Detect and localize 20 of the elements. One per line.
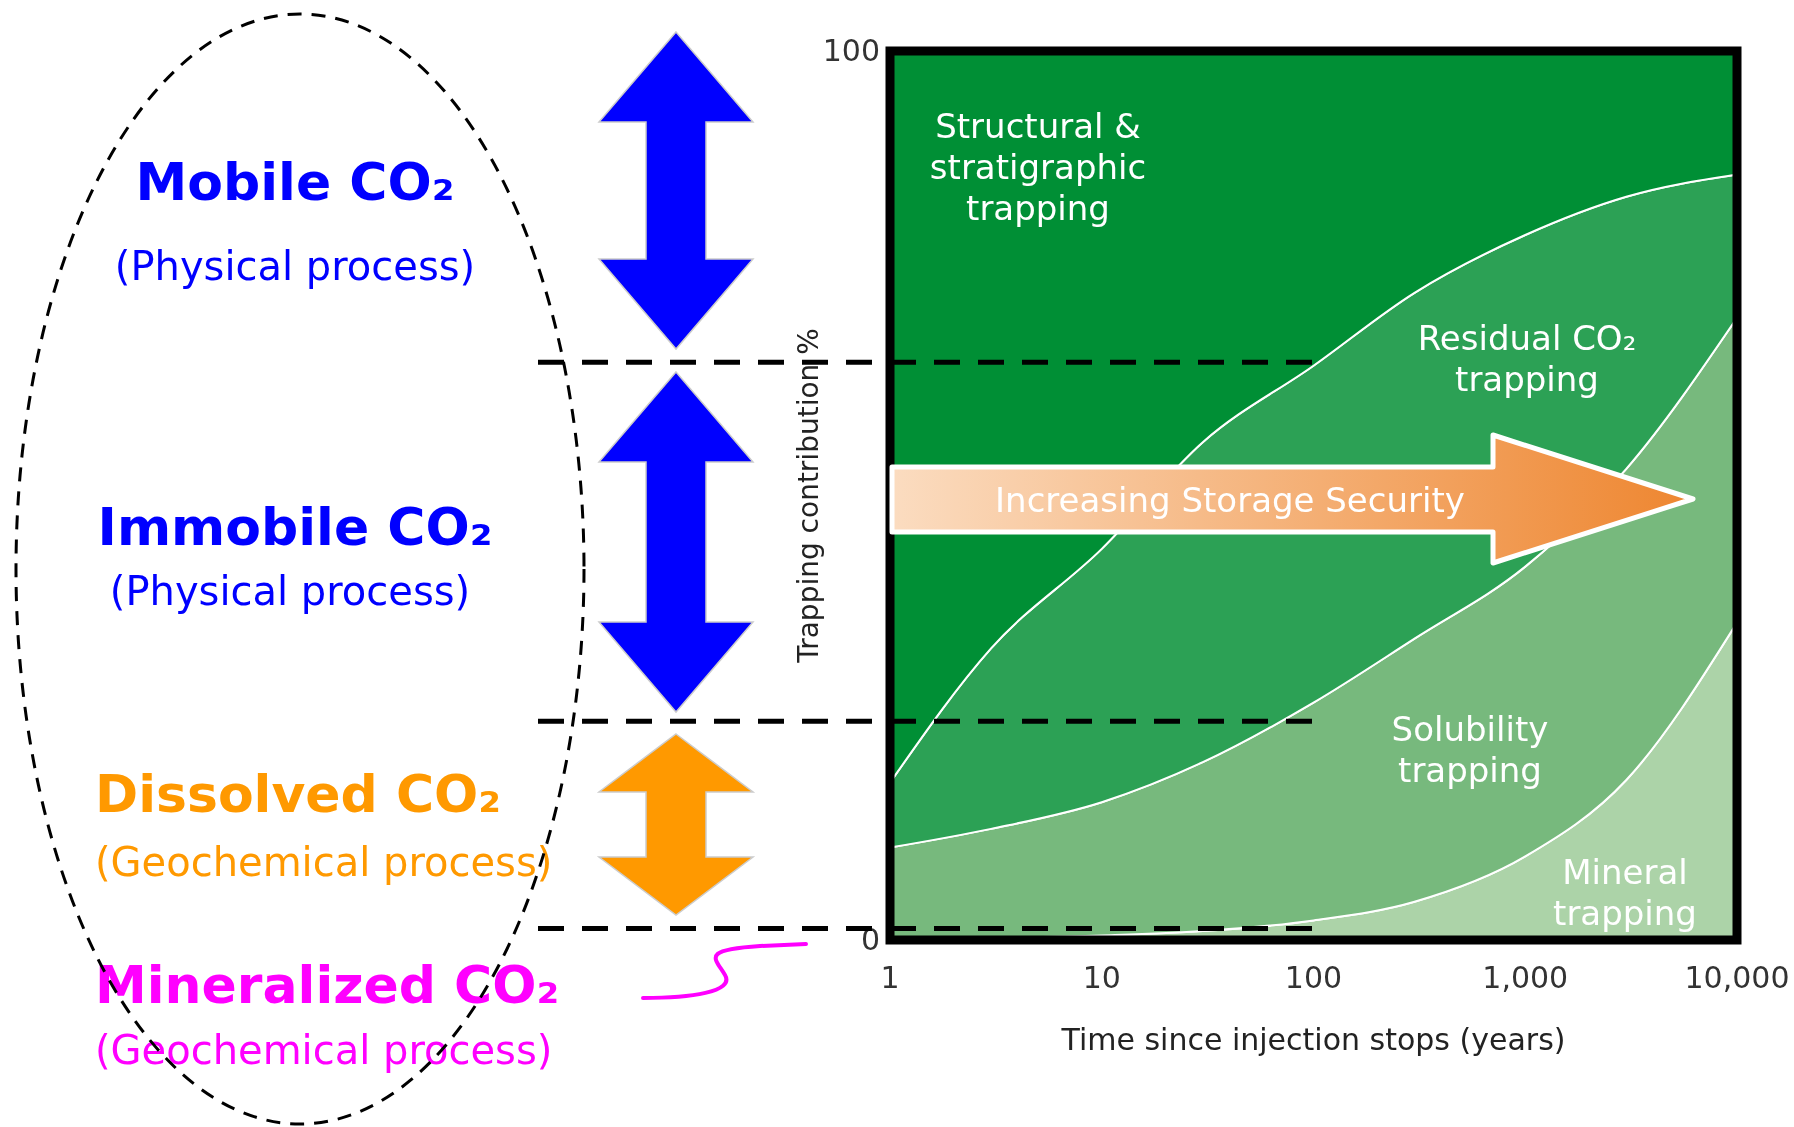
series-label: Solubility trapping [1391, 708, 1549, 790]
text: Mobile CO₂ [135, 152, 455, 212]
text: (Geochemical process) [95, 839, 553, 885]
text: (Geochemical process) [95, 1027, 553, 1073]
x-tick-label: 10,000 [1684, 960, 1790, 995]
text: (Physical process) [109, 568, 471, 614]
x-tick-label: 1 [880, 960, 900, 995]
x-tick-label: 10 [1082, 960, 1121, 995]
x-axis-title: Time since injection stops (years) [1060, 1022, 1566, 1057]
text: Immobile CO₂ [97, 497, 493, 557]
text: Dissolved CO₂ [95, 764, 502, 824]
series-label: Residual CO₂ trapping [1417, 317, 1637, 399]
text: Mineralized CO₂ [95, 955, 560, 1015]
annotation: Increasing Storage Security [995, 480, 1465, 520]
series-label: Structural & stratigraphic trapping [929, 105, 1147, 228]
x-tick-label: 1,000 [1482, 960, 1569, 995]
text: (Physical process) [114, 243, 476, 289]
series-label: Mineral trapping [1553, 851, 1697, 933]
x-tick-label: 100 [1284, 960, 1343, 995]
y-axis-title: Trapping contribution % [792, 328, 825, 664]
